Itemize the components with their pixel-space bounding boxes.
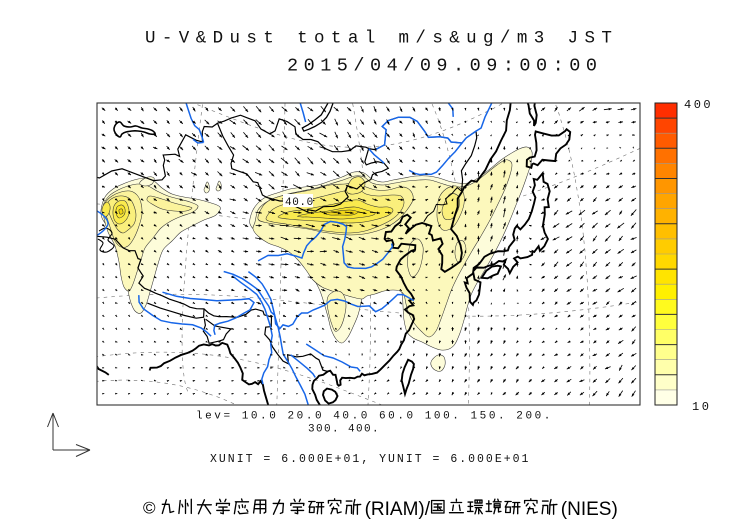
svg-text:lev= 10.0 20.0 40.0 60.0 100.: lev= 10.0 20.0 40.0 60.0 100. 150. 200. [196, 411, 553, 423]
svg-text:300. 400.: 300. 400. [308, 424, 380, 436]
svg-text:10: 10 [692, 400, 711, 414]
svg-text:400: 400 [684, 98, 713, 112]
svg-text:(RIAM)/: (RIAM)/ [365, 499, 431, 520]
svg-text:U-V&Dust total m/s&ug/m3 JST: U-V&Dust total m/s&ug/m3 JST [145, 29, 618, 49]
svg-text:(NIES): (NIES) [561, 499, 618, 520]
svg-text:40.0: 40.0 [285, 197, 314, 209]
svg-text:XUNIT = 6.000E+01, YUNIT = 6.0: XUNIT = 6.000E+01, YUNIT = 6.000E+01 [210, 453, 530, 466]
svg-text:2015/04/09.09:00:00: 2015/04/09.09:00:00 [287, 56, 602, 77]
svg-text:©: © [143, 499, 156, 518]
